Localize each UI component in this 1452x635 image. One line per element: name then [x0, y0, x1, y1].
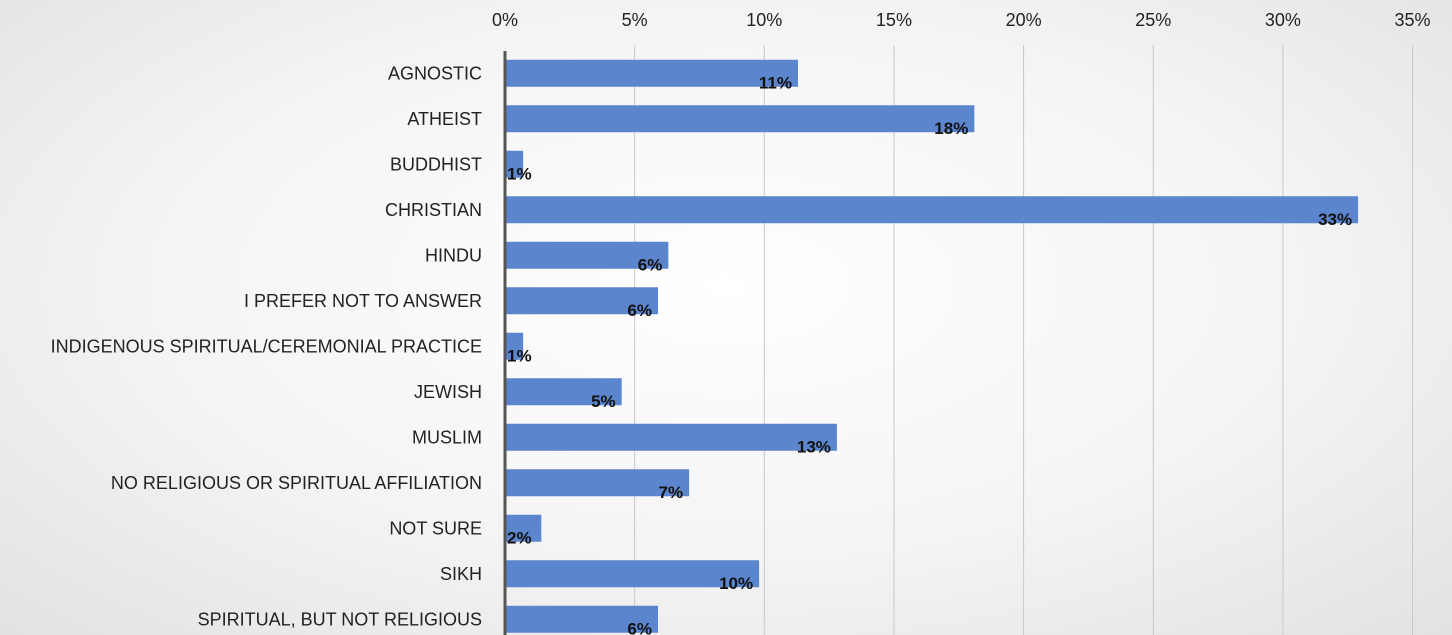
category-label: HINDU — [425, 245, 482, 265]
x-tick-label: 35% — [1395, 10, 1431, 30]
x-tick-label: 25% — [1135, 10, 1171, 30]
data-label: 1% — [507, 164, 532, 183]
category-label: JEWISH — [414, 382, 482, 402]
x-tick-label: 20% — [1006, 10, 1042, 30]
x-tick-label: 30% — [1265, 10, 1301, 30]
data-label: 11% — [759, 73, 792, 92]
bar — [505, 605, 658, 633]
bar — [505, 241, 669, 269]
x-tick-label: 10% — [746, 10, 782, 30]
category-label: NO RELIGIOUS OR SPIRITUAL AFFILIATION — [111, 473, 482, 493]
bar — [505, 514, 542, 542]
data-label: 5% — [591, 392, 616, 411]
bar — [505, 150, 524, 178]
x-axis-ticks: 0% 5% 10% 15% 20% 25% 30% 35% — [492, 10, 1431, 30]
data-label: 7% — [659, 483, 684, 502]
bar — [505, 332, 524, 360]
category-label: INDIGENOUS SPIRITUAL/CEREMONIAL PRACTICE — [51, 336, 482, 356]
x-tick-label: 0% — [492, 10, 518, 30]
category-label: AGNOSTIC — [388, 63, 482, 83]
data-label: 2% — [507, 528, 532, 547]
bars — [505, 59, 1359, 633]
category-label: SIKH — [440, 564, 482, 584]
data-label: 33% — [1318, 210, 1352, 229]
category-label: MUSLIM — [412, 427, 482, 447]
x-tick-label: 15% — [876, 10, 912, 30]
data-label: 13% — [797, 437, 831, 456]
data-label: 6% — [627, 301, 652, 320]
category-labels: AGNOSTIC ATHEIST BUDDHIST CHRISTIAN HINDU I P… — [51, 63, 482, 629]
category-label: BUDDHIST — [390, 154, 482, 174]
data-labels: 11% 18% 1% 33% 6% 6% 1% 5% 13% 7% 2% 10% 6% — [507, 73, 1352, 635]
bar — [505, 287, 658, 315]
category-label: I PREFER NOT TO ANSWER — [244, 291, 482, 311]
bar — [505, 469, 690, 497]
bar — [505, 59, 799, 87]
data-label: 18% — [934, 119, 968, 138]
gridlines — [634, 45, 1414, 635]
data-label: 6% — [627, 619, 652, 635]
bar — [505, 423, 837, 451]
bar — [505, 105, 975, 133]
category-label: NOT SURE — [389, 518, 482, 538]
x-tick-label: 5% — [622, 10, 648, 30]
bar — [505, 196, 1359, 224]
bar — [505, 560, 760, 588]
data-label: 10% — [719, 574, 753, 593]
data-label: 1% — [507, 346, 532, 365]
bar — [505, 378, 622, 406]
category-label: CHRISTIAN — [385, 200, 482, 220]
category-label: SPIRITUAL, BUT NOT RELIGIOUS — [198, 609, 482, 629]
data-label: 6% — [638, 255, 663, 274]
category-label: ATHEIST — [407, 109, 482, 129]
